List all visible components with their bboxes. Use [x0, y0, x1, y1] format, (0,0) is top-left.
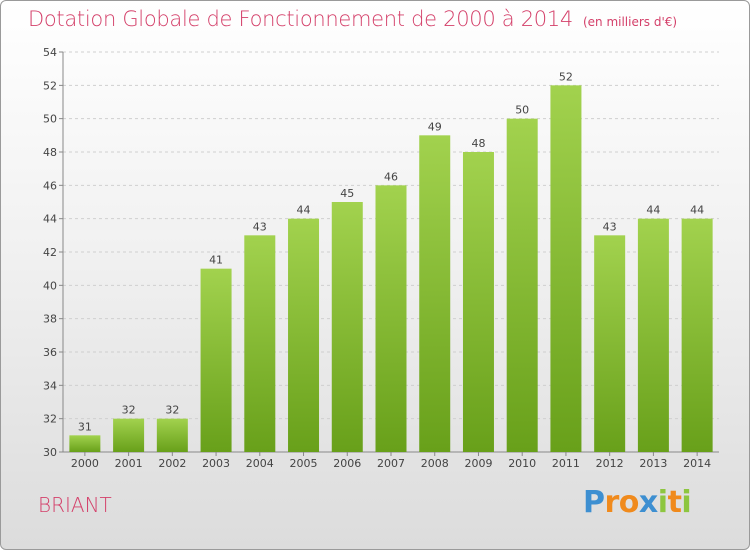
- logo-letter-x: x: [638, 485, 658, 520]
- bar-2014: [681, 218, 713, 452]
- x-tick-label-2009: 2009: [464, 457, 492, 470]
- bar-2008: [419, 135, 451, 453]
- bar-2006: [331, 202, 363, 452]
- data-label-2010: 50: [515, 104, 529, 117]
- title-units: (en milliers d'€): [582, 15, 678, 29]
- x-tick-label-2001: 2001: [115, 457, 143, 470]
- commune-name: BRIANT: [38, 493, 112, 517]
- x-tick-label-2007: 2007: [377, 457, 405, 470]
- data-label-2012: 43: [603, 220, 617, 233]
- data-label-2008: 49: [428, 120, 442, 133]
- data-labels: 31 32 32 41 43 44 45 46 49 48 50 52 43 44 44: [78, 70, 704, 433]
- bar-2004: [244, 235, 276, 452]
- bar-2007: [375, 185, 407, 453]
- x-tick-label-2012: 2012: [596, 457, 624, 470]
- bar-2005: [288, 218, 320, 452]
- bar-2001: [113, 418, 145, 452]
- x-tick-label-2000: 2000: [71, 457, 99, 470]
- bar-2009: [462, 152, 494, 452]
- data-label-2001: 32: [122, 404, 136, 417]
- y-tick-label: 46: [43, 179, 57, 192]
- y-tick-label: 42: [43, 246, 57, 259]
- bar-2011: [550, 85, 582, 452]
- y-tick-label: 44: [43, 213, 57, 226]
- bar-2010: [506, 118, 538, 453]
- logo-letter-t: t: [667, 485, 682, 520]
- bar-2000: [69, 435, 101, 452]
- x-tick-label-2014: 2014: [683, 457, 711, 470]
- x-tick-label-2013: 2013: [639, 457, 667, 470]
- x-tick-label-2006: 2006: [333, 457, 361, 470]
- bars: [69, 85, 713, 453]
- data-label-2002: 32: [165, 404, 179, 417]
- chart-title: Dotation Globale de Fonctionnement de 20…: [28, 7, 677, 31]
- logo-letter-r: r: [604, 485, 620, 520]
- bar-2002: [156, 418, 188, 452]
- data-label-2003: 41: [209, 254, 223, 267]
- y-tick-label: 52: [43, 79, 57, 92]
- logo-letter-p: P: [583, 485, 605, 520]
- y-tick-label: 48: [43, 146, 57, 159]
- x-tick-label-2011: 2011: [552, 457, 580, 470]
- y-tick-label: 30: [43, 446, 57, 459]
- y-tick-label: 34: [43, 379, 57, 392]
- bar-2003: [200, 268, 232, 452]
- y-tick-label: 40: [43, 279, 57, 292]
- x-tick-label-2008: 2008: [421, 457, 449, 470]
- logo-letter-i2: i: [681, 485, 692, 520]
- x-tick-label-2010: 2010: [508, 457, 536, 470]
- proxiti-logo: Proxiti: [583, 485, 692, 520]
- data-label-2005: 44: [297, 204, 311, 217]
- bar-2013: [637, 218, 669, 452]
- y-tick-label: 50: [43, 113, 57, 126]
- data-label-2000: 31: [78, 420, 92, 433]
- data-label-2009: 48: [471, 137, 485, 150]
- y-tick-label: 36: [43, 346, 57, 359]
- data-label-2013: 44: [646, 204, 660, 217]
- data-label-2007: 46: [384, 170, 398, 183]
- x-tick-label-2004: 2004: [246, 457, 274, 470]
- x-tick-label-2003: 2003: [202, 457, 230, 470]
- y-tick-label: 54: [43, 46, 57, 59]
- data-label-2004: 43: [253, 220, 267, 233]
- logo-letter-o: o: [618, 485, 640, 520]
- data-label-2006: 45: [340, 187, 354, 200]
- x-tick-labels: 2000 2001 2002 2003 2004 2005 2006 2007 2008 2009…: [71, 452, 711, 470]
- y-tick-label: 38: [43, 313, 57, 326]
- y-tick-label: 32: [43, 413, 57, 426]
- title-main: Dotation Globale de Fonctionnement de 20…: [28, 7, 573, 31]
- x-tick-label-2005: 2005: [290, 457, 318, 470]
- y-tick-labels: 30 32 34 36 38 40 42 44 46 48 50 52 54: [43, 46, 57, 459]
- x-tick-label-2002: 2002: [158, 457, 186, 470]
- bar-2012: [594, 235, 626, 452]
- data-label-2011: 52: [559, 70, 573, 83]
- logo-letter-i1: i: [657, 485, 668, 520]
- data-label-2014: 44: [690, 204, 704, 217]
